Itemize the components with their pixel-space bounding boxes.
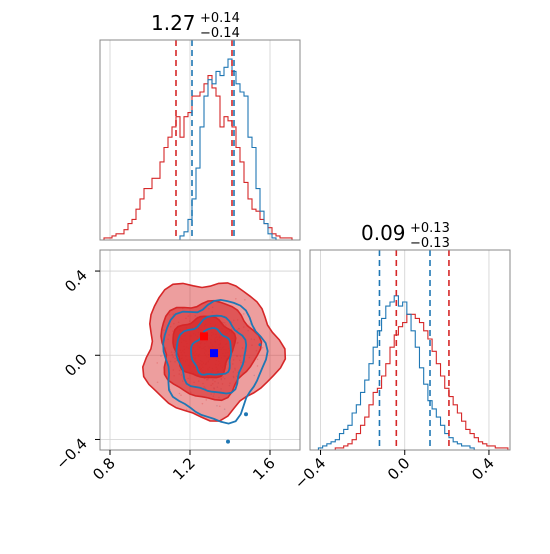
- x-tick-label-param2: −0.4: [291, 454, 329, 492]
- scatter-point-series-a: [253, 374, 256, 377]
- scatter-point-series-b: [156, 362, 159, 364]
- param2-title-minus: −0.13: [410, 236, 450, 251]
- scatter-point-series-b: [256, 358, 259, 361]
- histogram-series-b: [310, 313, 510, 450]
- param1-title-value: 1.27: [151, 11, 196, 35]
- histogram-param1-data: [100, 58, 300, 240]
- scatter-point-series-b: [242, 313, 245, 315]
- joint-density-data: [141, 282, 287, 444]
- param2-title-plus: +0.13: [410, 221, 450, 236]
- histogram-series-b: [100, 75, 300, 240]
- contour-series-a: [162, 298, 269, 425]
- histogram-param2-panel: [309, 249, 511, 451]
- x-tick-label-param1: 1.6: [249, 454, 279, 484]
- scatter-point-series-b: [201, 402, 204, 405]
- marker-series-b: [200, 332, 208, 341]
- x-tick-label-param1: 0.8: [89, 454, 119, 484]
- scatter-point-series-b: [244, 298, 246, 301]
- scatter-point-series-b: [180, 394, 182, 397]
- param1-title-minus: −0.14: [200, 26, 240, 41]
- y-tick-label-param2: 0.0: [61, 350, 91, 380]
- param1-title-plus: +0.14: [200, 11, 240, 26]
- scatter-point-series-a: [261, 346, 264, 349]
- scatter-point-series-b: [185, 408, 188, 411]
- panel-frame: [99, 39, 301, 241]
- contour-series-a: [175, 314, 248, 395]
- scatter-point-series-b: [235, 297, 237, 300]
- outlier-point-series-a: [226, 439, 230, 444]
- scatter-point-series-a: [216, 404, 218, 407]
- scatter-point-series-b: [256, 365, 259, 367]
- scatter-point-series-a: [223, 408, 226, 410]
- contour-series-a: [190, 327, 233, 376]
- scatter-point-series-b: [249, 323, 252, 325]
- outlier-point-series-a: [258, 343, 262, 347]
- x-tick-label-param2: 0.4: [468, 454, 498, 484]
- histogram-series-a: [100, 58, 300, 240]
- scatter-point-series-b: [160, 355, 162, 357]
- outlier-point-series-a: [244, 412, 248, 417]
- histogram-series-a: [310, 295, 510, 450]
- x-tick-label-param2: 0.0: [384, 454, 414, 484]
- joint-density-panel: [99, 249, 301, 451]
- panel-frame: [309, 249, 511, 451]
- y-tick-label-param2: 0.4: [61, 266, 91, 296]
- histogram-param2-data: [310, 295, 510, 450]
- panel-frame: [99, 249, 301, 451]
- param2-title-value: 0.09: [361, 221, 406, 245]
- scatter-point-series-b: [218, 405, 221, 408]
- scatter-point-series-b: [156, 381, 159, 384]
- x-tick-label-param1: 1.2: [169, 454, 199, 484]
- histogram-param1-panel: [99, 39, 301, 241]
- y-tick-label-param2: −0.4: [52, 435, 90, 473]
- scatter-point-series-b: [178, 392, 181, 395]
- scatter-point-series-b: [205, 399, 208, 401]
- marker-series-a: [210, 349, 218, 358]
